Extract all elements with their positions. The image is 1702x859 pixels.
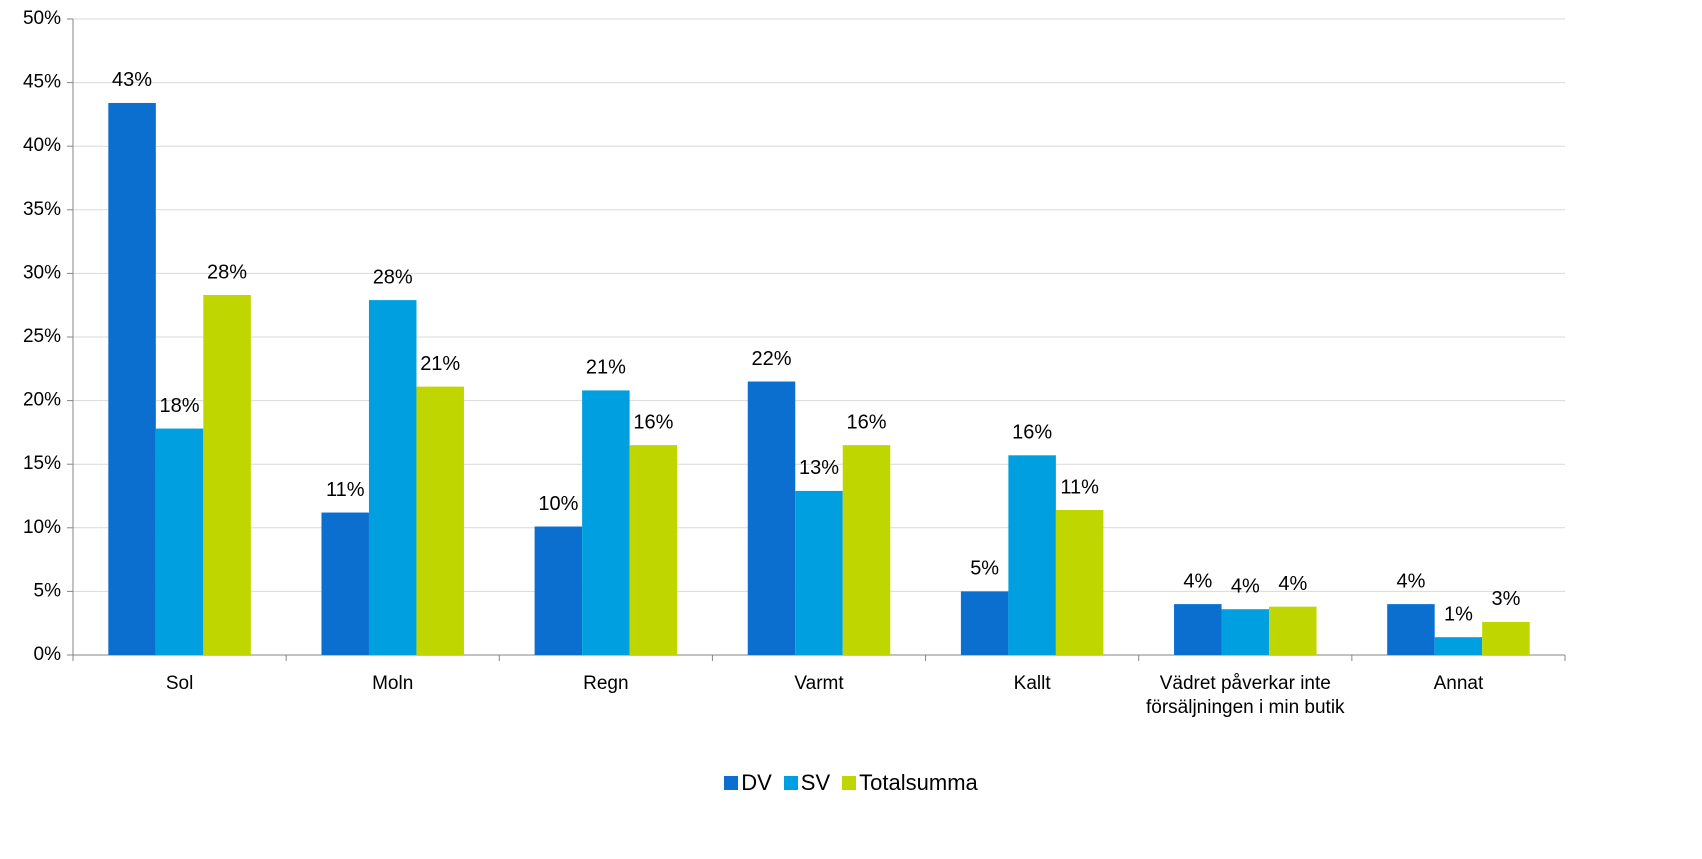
bar xyxy=(629,445,678,655)
data-label: 21% xyxy=(420,353,460,375)
data-label: 1% xyxy=(1444,603,1473,625)
data-label: 43% xyxy=(112,69,152,91)
data-label: 22% xyxy=(751,348,791,370)
y-tick-label: 30% xyxy=(23,262,61,283)
legend-item: Totalsumma xyxy=(842,770,978,796)
y-tick-label: 45% xyxy=(23,72,61,93)
data-label: 21% xyxy=(586,357,626,379)
bar xyxy=(1269,606,1317,655)
data-label: 4% xyxy=(1278,573,1307,595)
bar xyxy=(1055,509,1104,655)
legend: DV SV Totalsumma xyxy=(0,770,1702,796)
bar xyxy=(960,591,1009,655)
bar xyxy=(1221,609,1270,655)
bar xyxy=(582,390,630,655)
bar xyxy=(368,300,417,655)
bar xyxy=(1482,621,1530,655)
y-tick-label: 50% xyxy=(23,8,61,29)
data-label: 5% xyxy=(970,558,999,580)
x-tick-label: Regn xyxy=(583,673,629,694)
y-tick-label: 20% xyxy=(23,390,61,411)
bar xyxy=(795,490,843,655)
legend-swatch xyxy=(842,776,857,790)
bar xyxy=(108,102,156,655)
bar xyxy=(1008,455,1056,655)
data-label: 16% xyxy=(633,411,673,433)
bar xyxy=(747,381,796,655)
data-label: 4% xyxy=(1396,570,1425,592)
y-tick-label: 15% xyxy=(23,453,61,474)
bar xyxy=(1387,604,1435,655)
bar xyxy=(1434,637,1483,655)
x-tick-label: Varmt xyxy=(794,673,844,694)
bar xyxy=(1174,604,1222,655)
data-label: 13% xyxy=(799,457,839,479)
data-label: 11% xyxy=(326,479,365,501)
bar xyxy=(842,445,891,655)
data-label: 4% xyxy=(1231,575,1260,597)
legend-swatch xyxy=(783,776,798,790)
x-tick-label: Annat xyxy=(1433,673,1484,694)
y-tick-label: 0% xyxy=(34,644,62,665)
bar xyxy=(534,526,583,655)
x-tick-label: Moln xyxy=(372,673,414,694)
data-label: 11% xyxy=(1060,476,1099,498)
x-tick-label: Sol xyxy=(165,673,194,694)
data-label: 3% xyxy=(1491,588,1520,610)
y-tick-label: 40% xyxy=(23,135,61,156)
bar xyxy=(321,512,369,655)
legend-item: DV xyxy=(724,770,772,796)
bar xyxy=(155,428,204,655)
data-label: 28% xyxy=(207,261,247,283)
x-tick-label: Vädret påverkar inte försäljningen i min… xyxy=(1146,673,1345,718)
data-label: 16% xyxy=(1012,422,1052,444)
legend-label: Totalsumma xyxy=(859,770,978,795)
bar xyxy=(203,295,251,655)
legend-label: DV xyxy=(741,770,772,795)
data-label: 18% xyxy=(160,395,200,417)
y-tick-label: 25% xyxy=(23,326,61,347)
legend-label: SV xyxy=(800,770,831,795)
legend-swatch xyxy=(724,776,739,790)
y-tick-label: 5% xyxy=(34,580,62,601)
legend-item: SV xyxy=(783,770,831,796)
data-label: 16% xyxy=(846,411,886,433)
data-label: 28% xyxy=(373,266,413,288)
data-label: 4% xyxy=(1183,570,1212,592)
bar xyxy=(416,386,464,655)
x-tick-label: Kallt xyxy=(1013,673,1051,694)
y-tick-label: 35% xyxy=(23,199,61,220)
y-tick-label: 10% xyxy=(23,517,61,538)
data-label: 10% xyxy=(538,493,578,515)
